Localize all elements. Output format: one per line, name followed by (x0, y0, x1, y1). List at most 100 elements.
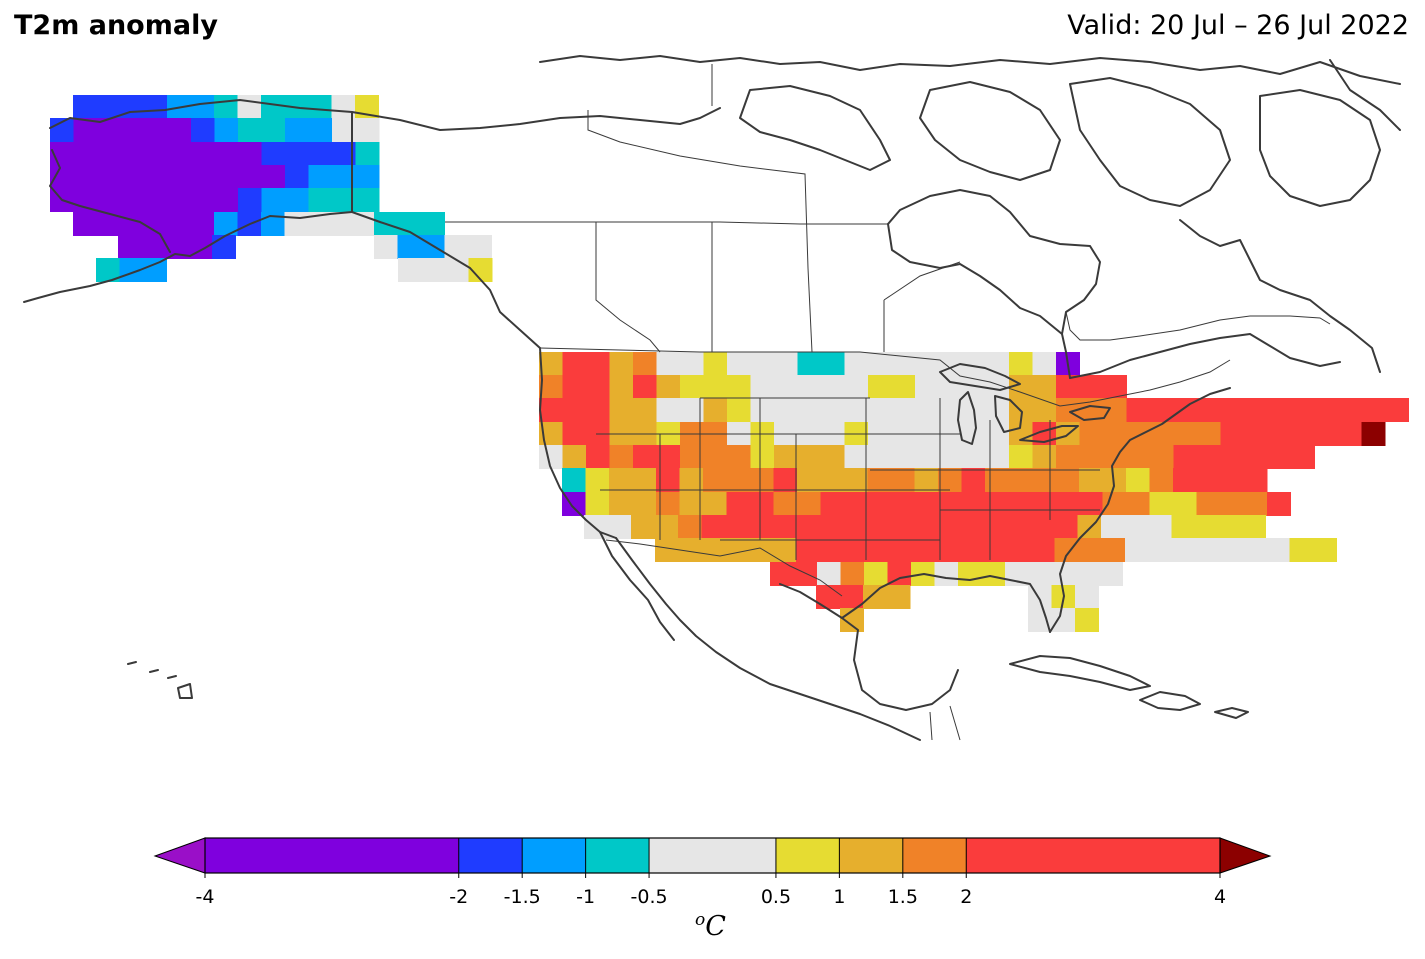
anomaly-cell (633, 375, 658, 399)
colorbar-tick-label: 4 (1214, 886, 1226, 908)
anomaly-cell (586, 398, 611, 422)
anomaly-cell (914, 468, 939, 492)
anomaly-cell (191, 118, 216, 142)
anomaly-cell (1126, 398, 1151, 422)
anomaly-cell (1056, 375, 1081, 399)
anomaly-cell (1079, 445, 1104, 469)
anomaly-cell (866, 515, 891, 539)
anomaly-cell (983, 515, 1008, 539)
anomaly-cell (868, 352, 893, 376)
anomaly-cell (938, 375, 963, 399)
anomaly-cell (1032, 445, 1057, 469)
anomaly-cell (773, 492, 798, 516)
anomaly-cell (1171, 515, 1196, 539)
anomaly-cell (914, 492, 939, 516)
anomaly-cell (1173, 468, 1198, 492)
anomaly-cell (817, 562, 842, 586)
anomaly-cell (1361, 398, 1386, 422)
anomaly-cell (585, 468, 610, 492)
colorbar-segment (839, 838, 903, 873)
anomaly-cell (750, 375, 775, 399)
anomaly-cell (1051, 608, 1076, 632)
anomaly-cell (1079, 375, 1104, 399)
anomaly-cell (609, 375, 634, 399)
anomaly-cell (1244, 398, 1269, 422)
anomaly-cell (167, 212, 192, 236)
anomaly-cell (1008, 468, 1033, 492)
anomaly-cell (934, 562, 959, 586)
anomaly-cell (655, 538, 680, 562)
anomaly-cell (214, 142, 239, 166)
anomaly-cell (1338, 422, 1363, 446)
anomaly-cell (73, 165, 98, 189)
anomaly-cell (120, 118, 145, 142)
anomaly-cell (1008, 492, 1033, 516)
anomaly-cell (890, 538, 915, 562)
anomaly-cell (609, 492, 634, 516)
anomaly-cell (750, 398, 775, 422)
anomaly-cell (1150, 422, 1175, 446)
anomaly-cell (725, 538, 750, 562)
anomaly-cell (913, 538, 938, 562)
anomaly-cell (1150, 445, 1175, 469)
anomaly-cell (1220, 492, 1245, 516)
anomaly-cell (1149, 492, 1174, 516)
anomaly-cell (985, 468, 1010, 492)
anomaly-cell (633, 398, 658, 422)
anomaly-cell (727, 398, 752, 422)
anomaly-cell (212, 235, 237, 259)
anomaly-cell (144, 118, 169, 142)
anomaly-cell (584, 515, 609, 539)
colorbar-segment (522, 838, 586, 873)
colorbar-segment (205, 838, 459, 873)
anomaly-cell (1007, 538, 1032, 562)
anomaly-cell (703, 398, 728, 422)
anomaly-cell (97, 188, 122, 212)
anomaly-cell (844, 398, 869, 422)
anomaly-cell (1173, 445, 1198, 469)
anomaly-cell (863, 585, 888, 609)
anomaly-cell (1126, 422, 1151, 446)
anomaly-cell (1197, 422, 1222, 446)
anomaly-cell (821, 375, 846, 399)
anomaly-cell (1242, 515, 1267, 539)
anomaly-cell (1219, 538, 1244, 562)
anomaly-cell (308, 165, 333, 189)
anomaly-cell (1007, 515, 1032, 539)
anomaly-cell (985, 422, 1010, 446)
anomaly-cell (261, 165, 286, 189)
anomaly-cell (868, 445, 893, 469)
anomaly-cell (238, 188, 263, 212)
anomaly-cell (607, 515, 632, 539)
anomaly-cell (868, 398, 893, 422)
anomaly-cell (421, 212, 446, 236)
anomaly-cell (191, 142, 216, 166)
anomaly-cell (1055, 492, 1080, 516)
anomaly-cell (562, 398, 587, 422)
anomaly-cell (586, 352, 611, 376)
anomaly-cell (1125, 538, 1150, 562)
anomaly-cell (915, 375, 940, 399)
colorbar-segment (966, 838, 1220, 873)
anomaly-cell (938, 445, 963, 469)
anomaly-cell (1149, 468, 1174, 492)
anomaly-cell (308, 95, 333, 119)
anomaly-cell (1243, 468, 1268, 492)
anomaly-cell (1244, 422, 1269, 446)
anomaly-cell (867, 492, 892, 516)
anomaly-cell (261, 188, 286, 212)
anomaly-cell (1032, 398, 1057, 422)
anomaly-cell (1032, 352, 1057, 376)
anomaly-cell (97, 142, 122, 166)
anomaly-cell (1148, 538, 1173, 562)
anomaly-cell (1266, 538, 1291, 562)
anomaly-cell (1103, 398, 1128, 422)
anomaly-cell (308, 142, 333, 166)
anomaly-cell (938, 492, 963, 516)
anomaly-cell (891, 468, 916, 492)
anomaly-cell (539, 398, 564, 422)
anomaly-cell (609, 468, 634, 492)
anomaly-cell (1078, 538, 1103, 562)
anomaly-cell (261, 142, 286, 166)
anomaly-cell (726, 468, 751, 492)
